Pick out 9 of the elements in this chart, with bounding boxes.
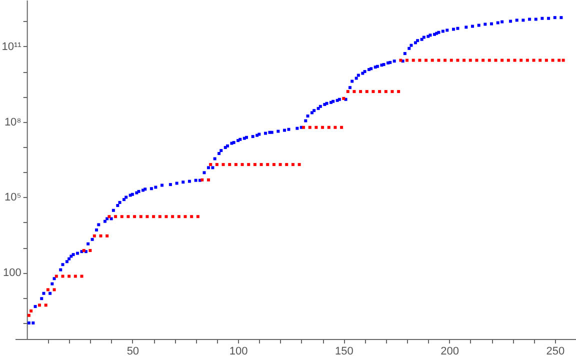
x-tick-label: 250 (546, 346, 565, 356)
x-tick-label: 200 (440, 346, 459, 356)
y-tick-label: 10⁸ (4, 116, 22, 128)
y-tick-label: 10⁵ (4, 192, 22, 204)
y-tick-label: 10¹¹ (2, 40, 22, 53)
x-tick-label: 100 (229, 346, 248, 356)
y-tick-label: 100 (2, 267, 22, 280)
x-tick-label: 150 (334, 346, 354, 356)
x-tick-label: 50 (126, 346, 140, 356)
